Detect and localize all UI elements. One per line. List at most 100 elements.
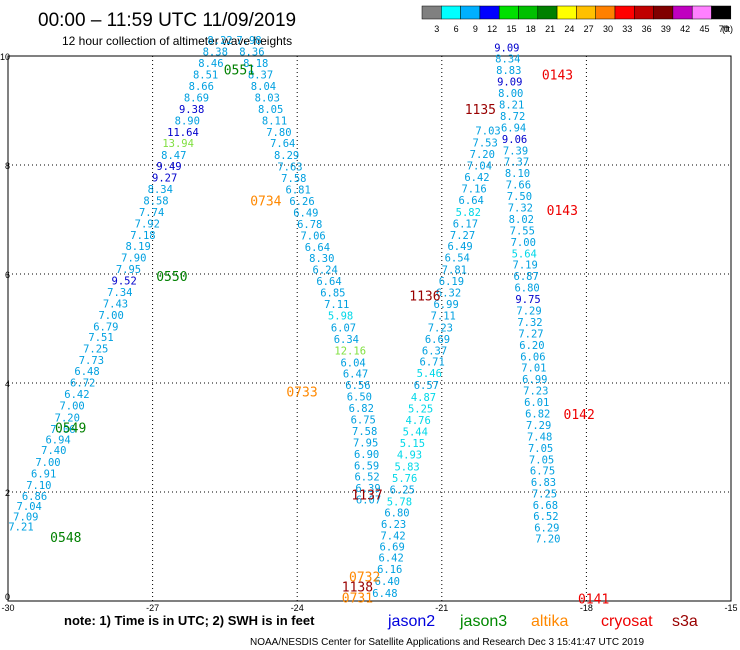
wave-height-value: 5.64 — [512, 248, 537, 260]
color-swatch — [556, 5, 577, 20]
data-marks: 7.217.097.046.867.106.917.007.406.947.06… — [8, 35, 560, 600]
color-scale-label: 45 — [699, 24, 709, 34]
wave-height-value: 8.11 — [262, 115, 287, 127]
wave-height-value: 6.17 — [453, 218, 478, 230]
wave-height-value: 6.32 — [436, 288, 461, 300]
wave-height-value: 7.20 — [470, 149, 495, 161]
wave-height-value: 7.98 — [236, 35, 261, 47]
wave-height-value: 7.73 — [79, 355, 104, 367]
wave-height-value: 6.82 — [525, 409, 550, 421]
wave-height-value: 5.83 — [394, 461, 419, 473]
wave-height-value: 7.37 — [504, 157, 529, 169]
wave-height-value: 7.00 — [511, 237, 536, 249]
color-scale-label: 3 — [434, 24, 439, 34]
wave-height-value: 8.83 — [496, 65, 521, 77]
y-tick-label: 2 — [5, 488, 10, 498]
wave-height-value: 8.05 — [258, 104, 283, 116]
wave-height-value: 7.01 — [521, 363, 546, 375]
wave-height-value: 6.94 — [45, 435, 70, 447]
wave-height-value: 6.99 — [522, 374, 547, 386]
wave-height-value: 6.40 — [375, 576, 400, 588]
wave-height-value: 6.64 — [459, 195, 484, 207]
wave-height-value: 9.09 — [497, 77, 522, 89]
wave-height-value: 4.87 — [411, 392, 436, 404]
wave-height-value: 6.57 — [414, 380, 439, 392]
wave-height-value: 6.16 — [377, 564, 402, 576]
pass-number-label: 1137 — [351, 489, 382, 504]
wave-height-value: 6.64 — [305, 242, 330, 254]
wave-height-value: 7.53 — [473, 138, 498, 150]
wave-height-value: 6.78 — [297, 219, 322, 231]
color-scale-label: 24 — [564, 24, 574, 34]
pass-number-label: 1136 — [409, 289, 440, 304]
pass-number-label: 0143 — [547, 204, 578, 219]
wave-height-value: 8.10 — [505, 168, 530, 180]
wave-height-value: 6.20 — [519, 340, 544, 352]
wave-height-value: 6.19 — [439, 276, 464, 288]
wave-height-value: 8.51 — [193, 70, 218, 82]
wave-height-value: 7.66 — [506, 180, 531, 192]
pass-number-label: 0141 — [578, 592, 609, 607]
wave-height-value: 4.93 — [397, 449, 422, 461]
wave-height-value: 4.76 — [406, 415, 431, 427]
pass-number-label: 0548 — [50, 531, 81, 546]
wave-height-value: 6.69 — [380, 542, 405, 554]
wave-height-value: 6.69 — [425, 334, 450, 346]
wave-height-value: 6.59 — [354, 460, 379, 472]
wave-height-value: 8.00 — [498, 88, 523, 100]
wave-height-value: 7.95 — [116, 264, 141, 276]
wave-height-value: 8.72 — [500, 111, 525, 123]
wave-height-value: 7.25 — [532, 489, 557, 501]
color-swatch — [498, 5, 519, 20]
wave-height-value: 9.52 — [112, 276, 137, 288]
wave-height-value: 6.47 — [343, 369, 368, 381]
wave-height-value: 7.18 — [130, 230, 155, 242]
wave-height-value: 7.32 — [517, 317, 542, 329]
wave-height-value: 6.52 — [354, 472, 379, 484]
wave-height-value: 7.40 — [41, 445, 66, 457]
color-swatch — [460, 5, 481, 20]
footer-note: note: 1) Time is in UTC; 2) SWH is in fe… — [64, 613, 315, 628]
wave-height-value: 7.42 — [380, 531, 405, 543]
wave-height-value: 7.21 — [8, 521, 33, 533]
wave-height-value: 7.16 — [461, 183, 486, 195]
wave-height-value: 7.39 — [503, 145, 528, 157]
color-swatch — [421, 5, 442, 20]
satellite-legend: jason2 jason3 altika cryosat s3a — [387, 613, 698, 630]
wave-height-value: 6.49 — [447, 241, 472, 253]
wave-height-value: 6.94 — [501, 122, 526, 134]
wave-height-value: 7.06 — [300, 230, 325, 242]
pass-number-label: 0142 — [564, 408, 595, 423]
pass-number-label: 0549 — [55, 422, 86, 437]
wave-height-value: 6.34 — [334, 334, 359, 346]
y-tick-label: 4 — [5, 379, 10, 389]
pass-number-label: 0732 — [349, 570, 380, 585]
page-title: 00:00 – 11:59 UTC 11/09/2019 — [38, 10, 296, 31]
wave-height-value: 7.20 — [535, 533, 560, 545]
y-tick-label: 8 — [5, 161, 10, 171]
wave-height-value: 8.66 — [189, 81, 214, 93]
pass-number-label: 0734 — [250, 194, 281, 209]
wave-height-value: 6.71 — [420, 357, 445, 369]
wave-height-value: 7.09 — [13, 512, 38, 524]
wave-height-value: 6.07 — [331, 322, 356, 334]
wave-height-value: 6.50 — [347, 392, 372, 404]
wave-height-value: 8.38 — [203, 47, 228, 59]
color-scale-label: 33 — [622, 24, 632, 34]
color-scale-label: 18 — [526, 24, 536, 34]
wave-height-value: 13.94 — [162, 138, 194, 150]
wave-height-value: 9.75 — [515, 294, 540, 306]
wave-height-value: 7.29 — [526, 420, 551, 432]
wave-height-value: 6.42 — [464, 172, 489, 184]
pass-number-label: 0143 — [542, 69, 573, 84]
wave-height-value: 5.82 — [456, 207, 481, 219]
footer: note: 1) Time is in UTC; 2) SWH is in fe… — [64, 613, 645, 648]
wave-height-value: 9.49 — [156, 161, 181, 173]
color-scale-label: 27 — [584, 24, 594, 34]
wave-height-value: 7.32 — [508, 203, 533, 215]
y-tick-label: 0 — [5, 592, 10, 602]
wave-height-value: 8.34 — [148, 184, 173, 196]
color-swatch — [634, 5, 654, 20]
wave-height-value: 8.03 — [255, 92, 280, 104]
wave-height-value: 5.44 — [403, 427, 428, 439]
